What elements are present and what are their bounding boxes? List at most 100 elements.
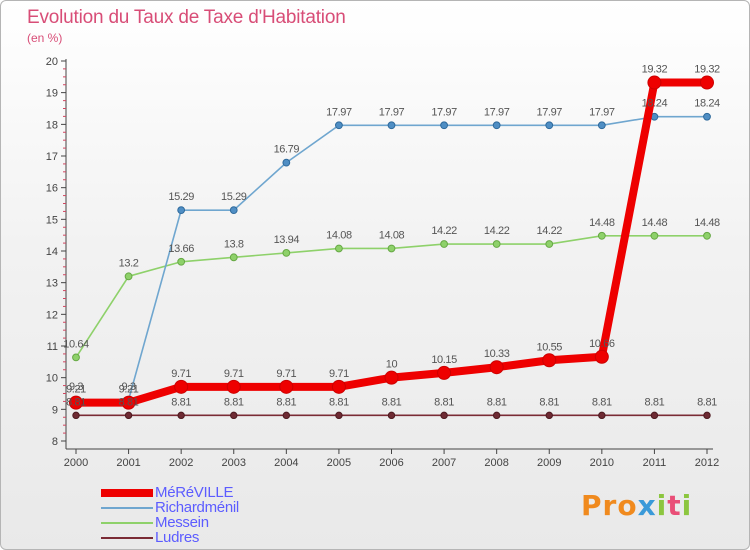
- data-point-richardménil: [545, 121, 554, 130]
- data-point-richardménil: [492, 121, 501, 130]
- y-tick-label: 15: [46, 214, 58, 226]
- data-label-méréville: 19.32: [694, 64, 720, 76]
- y-tick-label: 10: [46, 373, 58, 385]
- legend-label: Richardménil: [155, 499, 239, 516]
- y-tick-label: 13: [46, 278, 58, 290]
- data-label-ludres: 8.81: [119, 396, 139, 408]
- data-point-messein: [124, 272, 133, 281]
- data-label-ludres: 8.81: [276, 396, 296, 408]
- y-tick-label: 17: [46, 151, 58, 163]
- series-line-richardménil: [75, 115, 708, 401]
- data-point-messein: [387, 244, 396, 253]
- data-label-richardménil: 17.97: [379, 106, 405, 118]
- data-point-méréville: [69, 395, 83, 410]
- data-point-messein: [282, 249, 291, 257]
- data-label-richardménil: 17.97: [536, 106, 562, 118]
- data-point-richardménil: [597, 121, 606, 130]
- data-point-ludres: [492, 411, 501, 420]
- data-label-ludres: 8.81: [329, 396, 349, 408]
- data-label-ludres: 8.81: [224, 396, 244, 408]
- data-label-ludres: 8.81: [592, 396, 612, 408]
- data-label-messein: 14.22: [536, 225, 562, 237]
- legend-swatch: [101, 507, 153, 509]
- data-label-méréville: 9.71: [224, 368, 244, 380]
- data-label-ludres: 8.81: [487, 396, 507, 408]
- x-tick-label: 2004: [274, 457, 298, 469]
- legend-label: Messein: [155, 514, 209, 531]
- data-label-méréville: 10.15: [431, 354, 457, 366]
- data-label-ludres: 8.81: [645, 396, 665, 408]
- data-point-messein: [335, 244, 343, 253]
- data-label-méréville: 10.66: [589, 338, 615, 350]
- data-label-richardménil: 15.29: [221, 191, 247, 203]
- data-label-richardménil: 9.3: [122, 381, 136, 393]
- y-tick-label: 8: [52, 436, 58, 448]
- data-point-richardménil: [335, 121, 343, 130]
- data-point-richardménil: [703, 112, 711, 121]
- x-tick-label: 2007: [432, 457, 456, 469]
- data-label-richardménil: 17.97: [484, 106, 510, 118]
- logo-letter: P: [581, 489, 603, 522]
- y-tick-label: 14: [46, 246, 58, 258]
- proxiti-logo: Proxiti: [581, 489, 692, 522]
- data-label-méréville: 9.21: [119, 384, 139, 396]
- data-point-messein: [545, 240, 554, 248]
- data-label-richardménil: 17.97: [431, 106, 457, 118]
- data-point-messein: [597, 231, 606, 240]
- data-label-ludres: 8.81: [697, 396, 717, 408]
- data-point-messein: [440, 240, 448, 248]
- data-point-méréville: [226, 379, 241, 394]
- logo-letter: i: [681, 489, 693, 522]
- x-tick-label: 2010: [590, 457, 614, 469]
- data-point-méréville: [331, 379, 346, 394]
- x-tick-label: 2008: [484, 457, 508, 469]
- data-label-méréville: 10.33: [484, 348, 510, 360]
- data-point-messein: [650, 231, 659, 240]
- data-point-méréville: [437, 365, 452, 380]
- data-label-ludres: 8.81: [539, 396, 559, 408]
- data-point-ludres: [650, 411, 659, 420]
- data-point-ludres: [72, 411, 80, 420]
- data-point-ludres: [230, 411, 238, 420]
- y-tick-label: 19: [46, 88, 58, 100]
- data-label-méréville: 9.21: [66, 384, 86, 396]
- logo-letter: i: [656, 489, 668, 522]
- x-tick-label: 2006: [379, 457, 403, 469]
- data-point-messein: [177, 257, 186, 266]
- data-label-messein: 13.94: [274, 234, 300, 246]
- data-point-ludres: [545, 411, 553, 420]
- x-tick-label: 2003: [222, 457, 246, 469]
- data-label-messein: 13.2: [119, 257, 139, 269]
- data-label-messein: 14.48: [694, 217, 720, 229]
- x-tick-label: 2005: [327, 457, 351, 469]
- data-point-ludres: [335, 411, 343, 420]
- data-point-richardménil: [282, 158, 291, 167]
- x-tick-label: 2000: [64, 457, 88, 469]
- legend-item: Richardménil: [101, 499, 301, 516]
- data-point-richardménil: [177, 206, 186, 215]
- data-label-ludres: 8.81: [66, 396, 86, 408]
- legend-item: Messein: [101, 514, 301, 531]
- y-tick-label: 18: [46, 119, 58, 131]
- data-label-richardménil: 18.24: [694, 98, 720, 110]
- data-label-ludres: 8.81: [171, 396, 191, 408]
- logo-letter: x: [637, 489, 657, 522]
- data-point-messein: [72, 353, 80, 362]
- legend-swatch: [101, 537, 153, 539]
- data-label-richardménil: 17.97: [326, 106, 352, 118]
- y-tick-label: 20: [46, 56, 58, 68]
- data-point-méréville: [121, 395, 136, 410]
- data-label-messein: 14.08: [326, 229, 352, 241]
- data-label-méréville: 9.71: [171, 368, 191, 380]
- legend-swatch: [101, 489, 153, 497]
- legend-item: MéRéVILLE: [101, 484, 301, 501]
- data-point-ludres: [440, 411, 448, 420]
- data-point-richardménil: [229, 206, 238, 215]
- data-label-messein: 14.48: [642, 217, 668, 229]
- data-point-ludres: [177, 411, 185, 420]
- data-label-messein: 13.8: [224, 238, 244, 250]
- data-label-messein: 10.64: [63, 338, 89, 350]
- legend-label: Ludres: [155, 529, 200, 546]
- x-tick-label: 2009: [537, 457, 561, 469]
